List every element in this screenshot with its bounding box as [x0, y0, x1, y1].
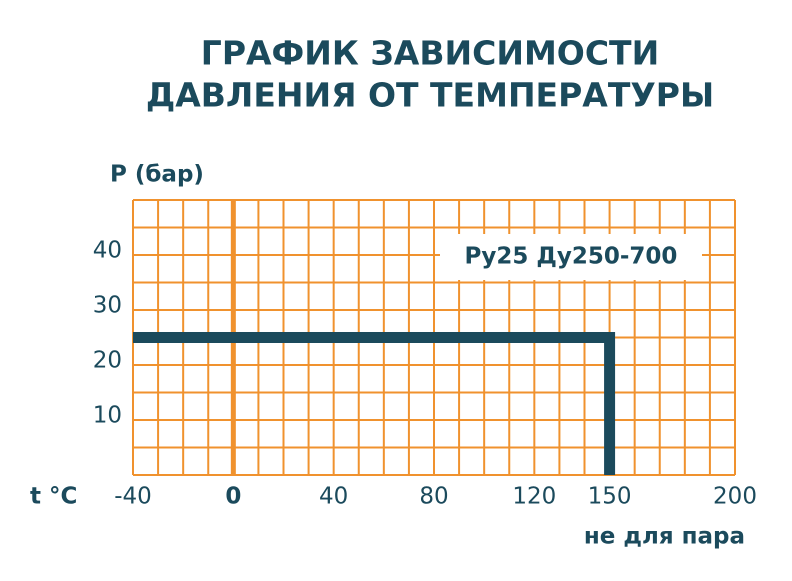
annotation: Ру25 Ду250-700: [465, 244, 678, 270]
y-tick-label: 40: [93, 238, 122, 264]
x-tick-label: -40: [114, 484, 152, 510]
annotation-box: [440, 234, 702, 280]
y-tick-label: 30: [93, 293, 122, 319]
plot: [133, 332, 616, 475]
x-axis-label: t °C: [30, 484, 77, 510]
x-tick-label: 120: [512, 484, 556, 510]
x-tick-label: 40: [319, 484, 348, 510]
x-note: не для пара: [584, 524, 745, 550]
x-tick-label: 200: [713, 484, 757, 510]
chart-title: ДАВЛЕНИЯ ОТ ТЕМПЕРАТУРЫ: [146, 76, 714, 115]
chart-title: ГРАФИК ЗАВИСИМОСТИ: [201, 34, 659, 73]
x-tick-label: 80: [419, 484, 448, 510]
y-tick-label: 10: [93, 403, 122, 429]
y-tick-label: 20: [93, 348, 122, 374]
y-axis-label: P (бар): [110, 162, 204, 188]
data-line: [133, 332, 616, 475]
x-tick-label: 150: [588, 484, 632, 510]
x-tick-label: 0: [225, 484, 241, 510]
